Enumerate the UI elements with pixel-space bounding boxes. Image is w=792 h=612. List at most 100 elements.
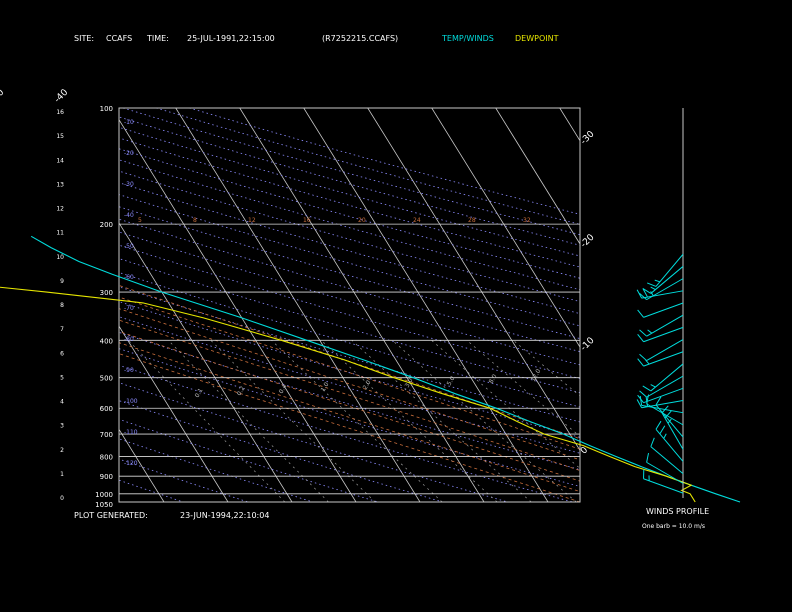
- dry-adiabat-label: -90: [124, 367, 134, 374]
- wind-barb-half-flag: [650, 286, 656, 291]
- dry-adiabat-line: [119, 116, 580, 246]
- moist-adiabat-line: [119, 296, 580, 450]
- height-tick-label: 14: [56, 157, 64, 164]
- dry-adiabat-label: -80: [124, 336, 134, 343]
- dry-adiabat-label: -100: [124, 398, 138, 405]
- wind-barb-flag: [636, 399, 643, 409]
- mixing-ratio-label: 2.0: [362, 379, 373, 391]
- dry-adiabat-line: [119, 400, 443, 502]
- wind-barb-staff: [655, 404, 684, 438]
- wind-barb-staff: [650, 363, 684, 392]
- file-id: (R7252215.CCAFS): [322, 34, 399, 43]
- isotherm-line: [0, 108, 36, 502]
- moist-adiabat-label: 5: [138, 217, 142, 224]
- mixing-ratio-label: 12.0: [530, 368, 543, 383]
- dry-adiabat-line: [119, 272, 580, 408]
- wind-barb-flag: [637, 333, 644, 343]
- wind-barb-staff: [641, 400, 684, 409]
- dry-adiabat-line: [119, 364, 573, 502]
- isotherm-label: -50: [0, 87, 6, 105]
- isotherm-line: [559, 108, 580, 142]
- mixing-ratio-line: [168, 340, 329, 502]
- dry-adiabat-line: [119, 301, 580, 438]
- wind-barb: [646, 253, 684, 287]
- mixing-ratio-line: [271, 340, 443, 502]
- mixing-ratio-line: [431, 340, 580, 469]
- time-value: 25-JUL-1991,22:15:00: [187, 34, 275, 43]
- wind-barb-flag: [642, 288, 648, 298]
- height-tick-label: 9: [60, 278, 64, 285]
- moist-adiabat-line: [119, 308, 580, 461]
- pressure-label: 300: [100, 289, 113, 297]
- wind-barb-staff: [646, 278, 684, 301]
- wind-barb-staff: [641, 290, 684, 299]
- wind-barb: [636, 399, 684, 409]
- isotherm-line: [175, 108, 421, 502]
- wind-barb-flag: [646, 282, 657, 287]
- pressure-label: 1050: [95, 501, 113, 509]
- wind-barb: [655, 396, 684, 438]
- height-tick-label: 15: [56, 133, 64, 140]
- moist-adiabat-line: [119, 353, 580, 502]
- wind-barb-flag: [655, 396, 662, 406]
- dry-adiabat-line: [119, 438, 314, 502]
- wind-barb-staff: [650, 446, 684, 475]
- wind-barb-half-flag: [654, 279, 661, 283]
- wind-barb-flag: [646, 452, 650, 463]
- pressure-label: 500: [100, 375, 113, 383]
- moist-adiabat-label: 20: [358, 217, 366, 224]
- isotherm-label: 0: [579, 445, 590, 456]
- height-tick-label: 0: [60, 495, 64, 502]
- wind-barb-flag: [659, 425, 666, 435]
- wind-barb-staff: [646, 339, 684, 361]
- wind-barb-staff: [655, 428, 684, 462]
- wind-barb-flag: [639, 395, 643, 406]
- wind-barb-staff: [661, 412, 684, 450]
- pressure-label: 400: [100, 337, 113, 345]
- dry-adiabat-line: [119, 348, 580, 487]
- moist-adiabat-label: 8: [193, 217, 197, 224]
- pressure-label: 600: [100, 405, 113, 413]
- isotherm-line: [0, 108, 100, 502]
- wind-barb: [637, 302, 684, 318]
- wind-barb: [639, 314, 684, 337]
- isotherm-label: -40: [53, 87, 71, 105]
- moist-adiabat-line: [119, 331, 580, 482]
- pressure-label: 1000: [95, 491, 113, 499]
- plot-frame: [118, 107, 581, 503]
- isotherm-line: [688, 108, 792, 502]
- wind-barb: [639, 339, 684, 361]
- pressure-label: 700: [100, 431, 113, 439]
- dry-adiabat-label: -20: [124, 150, 134, 157]
- wind-barb-flag: [650, 437, 655, 447]
- winds-profile-note: One barb = 10.0 m/s: [642, 523, 705, 530]
- wind-barb-staff: [655, 253, 684, 287]
- isotherm-label: -10: [579, 336, 597, 354]
- isotherm-line: [119, 222, 293, 502]
- wind-barb-flag: [639, 390, 647, 398]
- isotherm-label: -20: [579, 232, 597, 250]
- isotherm-line: [624, 108, 792, 502]
- wind-barb-staff: [650, 266, 684, 294]
- wind-barb-half-flag: [647, 329, 653, 334]
- wind-barb-staff: [643, 478, 684, 494]
- wind-barb: [650, 437, 684, 475]
- wind-barb: [655, 420, 684, 462]
- pressure-label: 800: [100, 453, 113, 461]
- height-tick-label: 5: [60, 374, 64, 381]
- height-tick-label: 12: [56, 206, 64, 213]
- dry-adiabat-label: -60: [124, 274, 134, 281]
- isotherm-label: -30: [579, 129, 597, 147]
- wind-barb-staff: [646, 314, 684, 337]
- height-tick-label: 1: [60, 471, 64, 478]
- mixing-ratio-label: 1.0: [320, 381, 331, 393]
- dry-adiabat-label: -70: [124, 305, 134, 312]
- dewpoint-profile: [0, 286, 696, 503]
- height-tick-label: 4: [60, 399, 64, 406]
- wind-barb: [639, 278, 684, 301]
- wind-barb-flag: [639, 292, 647, 300]
- legend-dewpoint: DEWPOINT: [515, 34, 559, 43]
- wind-barb-half-flag: [663, 433, 667, 439]
- dry-adiabat-label: -10: [124, 119, 134, 126]
- wind-barb-half-flag: [650, 384, 656, 388]
